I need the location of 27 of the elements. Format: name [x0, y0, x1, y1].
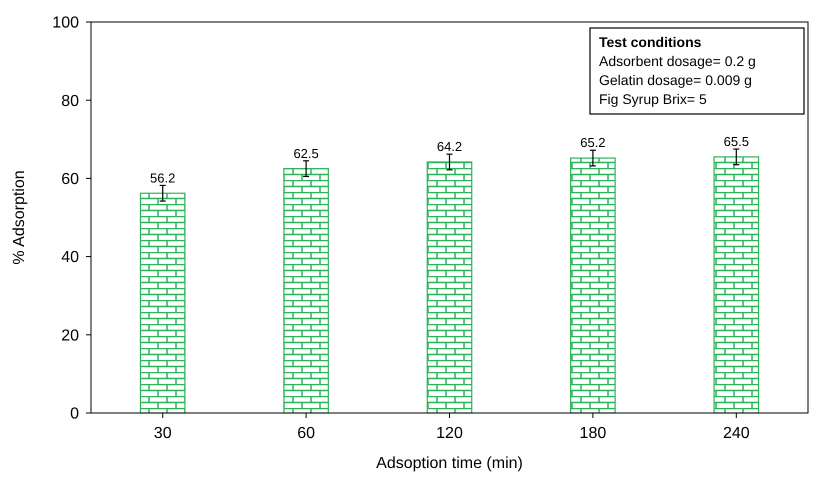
x-tick-label: 120	[436, 425, 463, 442]
bar	[713, 156, 760, 414]
y-tick-label: 80	[61, 92, 80, 110]
annotation: Test conditions	[599, 34, 702, 50]
bar	[140, 192, 186, 414]
y-tick-label: 20	[61, 327, 80, 344]
bar	[570, 157, 616, 414]
data-label: 64.2	[436, 139, 462, 154]
y-tick-label: 60	[61, 171, 80, 188]
data-label: 65.2	[580, 135, 606, 150]
data-label: 65.5	[724, 134, 749, 150]
x-tick-label: 180	[580, 425, 606, 442]
bar	[283, 168, 329, 414]
x-tick-label: 60	[297, 425, 316, 442]
annotation: Adsorbent dosage= 0.2 g	[599, 53, 756, 69]
annotation: Gelatin dosage= 0.009 g	[599, 72, 752, 88]
data-label: 56.2	[150, 170, 176, 186]
x-tick-label: 240	[722, 425, 750, 442]
x-axis-title: Adsoption time (min)	[376, 455, 523, 472]
x-tick-label: 30	[154, 425, 172, 442]
annotation: Fig Syrup Brix= 5	[599, 91, 707, 107]
y-axis-title: % Adsorption	[11, 170, 28, 265]
data-label: 62.5	[293, 146, 319, 161]
y-tick-label: 40	[61, 249, 80, 266]
y-tick-label: 100	[52, 14, 80, 32]
y-tick-label: 0	[70, 406, 80, 423]
bar	[426, 161, 472, 414]
